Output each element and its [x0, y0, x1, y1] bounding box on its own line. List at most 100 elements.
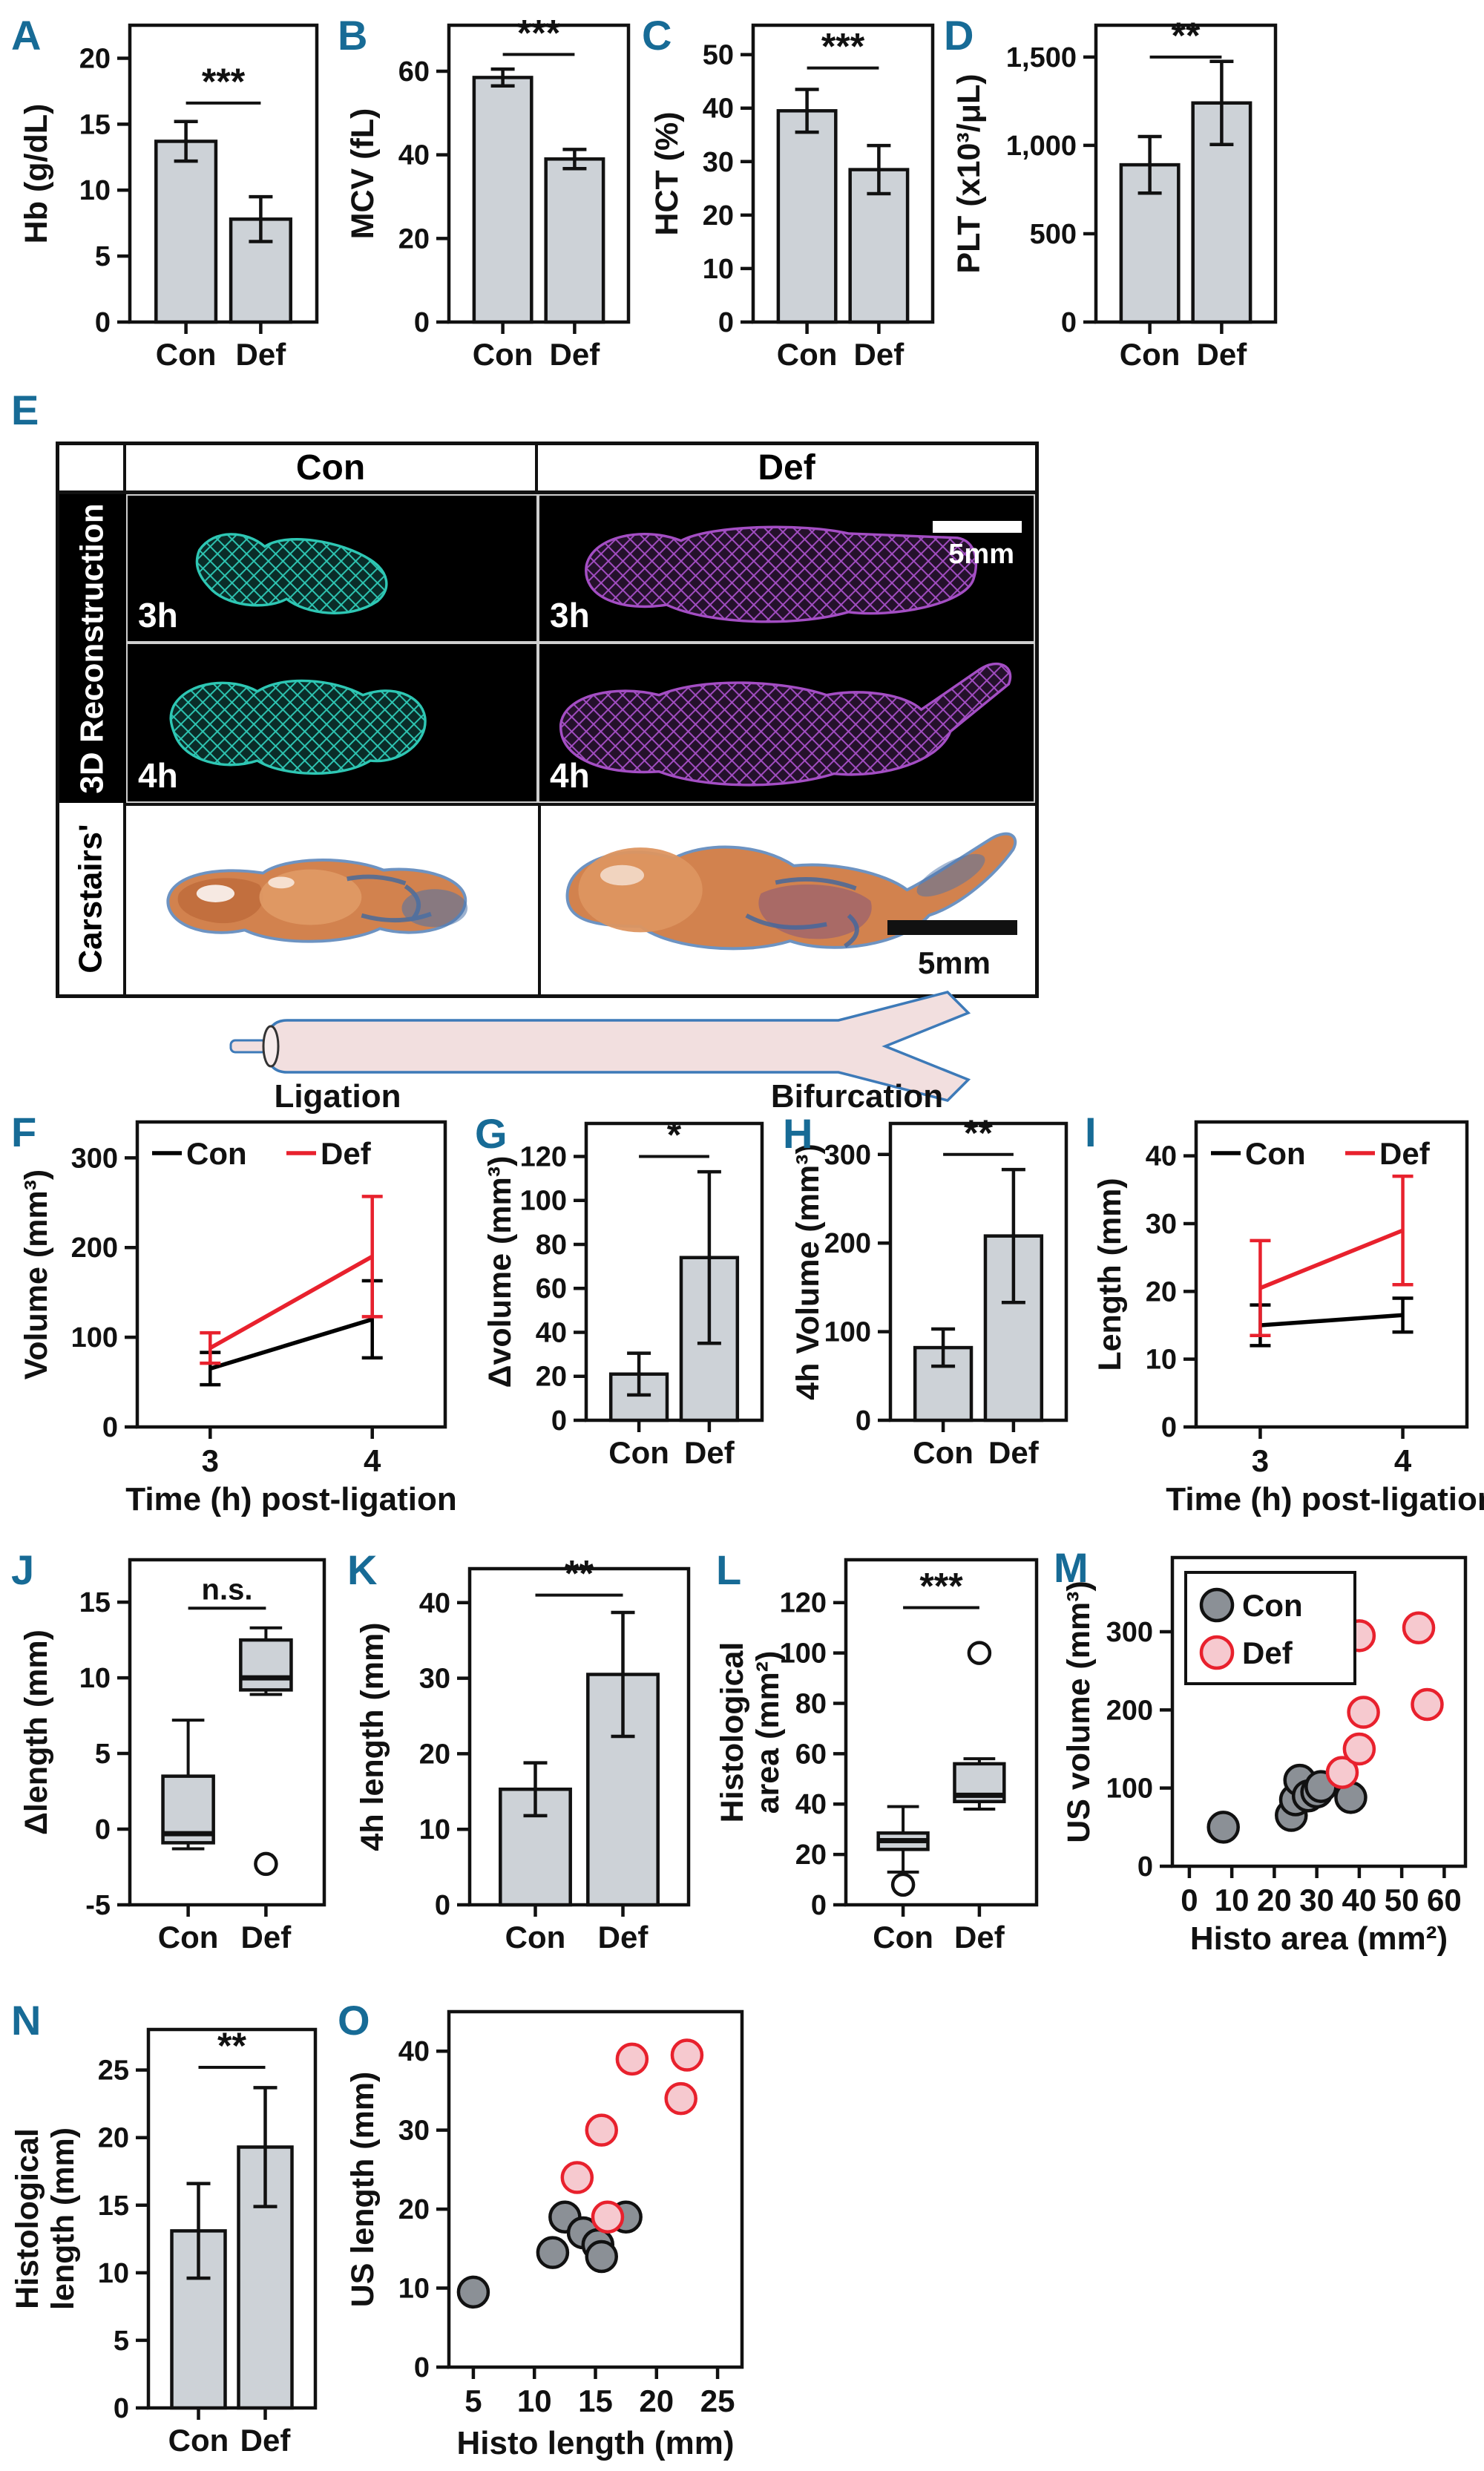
svg-text:30: 30 — [419, 1664, 450, 1695]
svg-text:5: 5 — [114, 2326, 129, 2357]
svg-text:50: 50 — [1385, 1883, 1419, 1917]
time-label-def-4h: 4h — [550, 756, 590, 795]
svg-text:Con: Con — [156, 337, 217, 371]
chart-mcv: 0 20 40 60 MCV (fL) Con Def *** — [338, 12, 642, 375]
svg-text:0: 0 — [856, 1405, 871, 1437]
panel-letter-g: G — [475, 1110, 508, 1157]
svg-text:0: 0 — [114, 2393, 129, 2424]
svg-text:***: *** — [517, 15, 561, 53]
svg-text:50: 50 — [703, 40, 734, 71]
svg-text:20: 20 — [398, 223, 430, 255]
svg-text:*: * — [667, 1114, 682, 1155]
svg-text:**: ** — [964, 1113, 993, 1154]
panel-letter-c: C — [642, 12, 672, 59]
svg-text:n.s.: n.s. — [202, 1573, 253, 1606]
svg-text:20: 20 — [639, 2383, 674, 2418]
svg-text:**: ** — [217, 2025, 246, 2067]
svg-text:Length (mm): Length (mm) — [1092, 1178, 1128, 1371]
chart-delta-length: -5 0 5 10 15 Δlength (mm) Con Def n.s. — [11, 1549, 338, 1958]
svg-text:20: 20 — [703, 200, 734, 232]
svg-text:5: 5 — [95, 1739, 111, 1770]
panel-k: K 0 10 20 30 40 4h length (mm) Con Def ** — [347, 1549, 703, 1958]
svg-text:Def: Def — [684, 1435, 735, 1469]
svg-text:Def: Def — [854, 337, 905, 371]
chart-hct: 0 10 20 30 40 50 HCT (%) Con Def *** — [642, 15, 946, 375]
svg-text:0: 0 — [95, 307, 111, 338]
panel-letter-d: D — [944, 12, 974, 59]
chart-4h-length: 0 10 20 30 40 4h length (mm) Con Def ** — [347, 1549, 703, 1958]
svg-text:10: 10 — [517, 2383, 552, 2418]
panel-n: N 0 5 10 15 20 25 Histological length (mm) Con De… — [10, 2000, 330, 2464]
svg-text:40: 40 — [419, 1588, 450, 1619]
svg-text:500: 500 — [1030, 219, 1077, 250]
panel-c: C 0 10 20 30 40 50 HCT (%) Con Def *** — [642, 15, 946, 375]
svg-text:100: 100 — [780, 1638, 827, 1670]
svg-text:60: 60 — [536, 1273, 567, 1305]
svg-text:Con: Con — [913, 1435, 974, 1469]
carstairs-def-image — [565, 832, 1017, 951]
svg-text:***: *** — [202, 61, 246, 102]
chart-us-volume-vs-histo-area: 0 100 200 300 US volume (mm³) Con Def 0 10 20 30 40… — [1054, 1547, 1484, 1966]
svg-text:60: 60 — [1427, 1883, 1462, 1917]
svg-text:5: 5 — [95, 241, 111, 272]
svg-text:4: 4 — [1394, 1443, 1412, 1478]
svg-text:Con: Con — [1120, 337, 1181, 371]
svg-text:Con: Con — [873, 1920, 933, 1954]
svg-text:200: 200 — [1106, 1695, 1153, 1726]
svg-text:area (mm²): area (mm²) — [750, 1651, 786, 1814]
svg-text:length (mm): length (mm) — [45, 2127, 81, 2310]
table-corner-cell — [59, 445, 126, 494]
svg-text:30: 30 — [398, 2116, 430, 2147]
row-label-carstairs: Carstairs' — [59, 803, 126, 994]
svg-text:4: 4 — [364, 1443, 381, 1478]
chart-histological-area: 0 20 40 60 80 100 120 Histological area (mm²) Con… — [715, 1549, 1050, 1958]
svg-text:Con: Con — [505, 1920, 566, 1954]
chart-histological-length: 0 5 10 15 20 25 Histological length (mm) Con Def *… — [10, 2000, 330, 2464]
svg-text:10: 10 — [79, 175, 111, 206]
scale-bar-histology-label: 5mm — [917, 945, 991, 980]
svg-text:20: 20 — [79, 43, 111, 74]
svg-text:Con: Con — [777, 337, 838, 371]
svg-text:20: 20 — [98, 2123, 129, 2154]
chart-delta-volume: 0 20 40 60 80 100 120 Δvolume (mm³) Con Def * — [475, 1113, 775, 1473]
mesh-def-3h-image — [585, 525, 977, 623]
svg-text:Def: Def — [240, 2423, 292, 2458]
chart-plt: 0 500 1,000 1,500 PLT (x10³/μL) Con Def ** — [944, 15, 1289, 375]
svg-text:10: 10 — [1146, 1345, 1177, 1376]
svg-text:Con: Con — [168, 2423, 229, 2458]
time-label-con-3h: 3h — [138, 596, 178, 634]
svg-text:Time (h) post-ligation: Time (h) post-ligation — [1166, 1481, 1484, 1517]
svg-text:5: 5 — [464, 2383, 482, 2418]
vessel-diagram — [229, 991, 971, 1102]
image-3d-def-3h: 3h 5mm — [538, 494, 1035, 643]
svg-text:3: 3 — [1252, 1443, 1269, 1478]
panel-letter-f: F — [11, 1109, 37, 1155]
svg-text:30: 30 — [1299, 1883, 1334, 1917]
histology-def-image: 5mm — [538, 803, 1035, 994]
svg-text:0: 0 — [414, 2352, 430, 2383]
panel-f: F 0 100 200 300 Volume (mm³) Con Def 3 4 Time (h)… — [11, 1112, 464, 1527]
svg-text:Con: Con — [1245, 1136, 1306, 1171]
svg-text:Def: Def — [236, 337, 287, 371]
svg-text:0: 0 — [1137, 1851, 1153, 1883]
svg-text:10: 10 — [1215, 1883, 1250, 1917]
panel-letter-m: M — [1054, 1544, 1089, 1591]
panel-m: M 0 100 200 300 US volume (mm³) Con Def 0 10 20 30… — [1054, 1547, 1484, 1966]
image-3d-con-3h: 3h — [126, 494, 538, 643]
panel-g: G 0 20 40 60 80 100 120 Δvolume (mm³) Con Def * — [475, 1113, 775, 1473]
panel-letter-j: J — [11, 1546, 35, 1593]
svg-text:1,500: 1,500 — [1006, 42, 1077, 73]
svg-text:Def: Def — [550, 337, 601, 371]
svg-text:120: 120 — [780, 1588, 827, 1619]
panel-letter-e: E — [11, 387, 39, 433]
svg-text:Con: Con — [186, 1136, 247, 1171]
time-label-def-3h: 3h — [550, 596, 590, 634]
svg-text:0: 0 — [1061, 307, 1077, 338]
svg-text:300: 300 — [71, 1143, 118, 1174]
svg-text:10: 10 — [703, 254, 734, 285]
svg-text:0: 0 — [102, 1412, 118, 1443]
panel-o: O 0 10 20 30 40 US length (mm) 5 10 15 20 25 Histo … — [338, 2000, 761, 2471]
svg-text:40: 40 — [398, 2036, 430, 2067]
panel-a: A 0 5 10 15 20 Hb (g/dL) Con Def *** — [11, 15, 330, 375]
svg-text:40: 40 — [703, 93, 734, 125]
